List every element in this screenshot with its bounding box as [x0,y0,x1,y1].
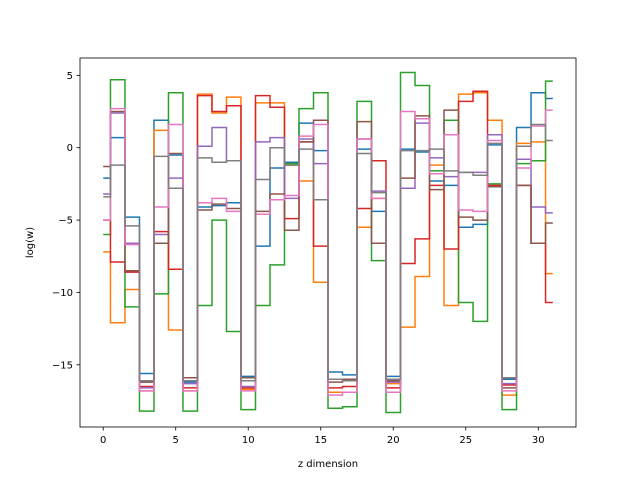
x-tick-label: 30 [532,435,545,446]
y-tick-label: −5 [58,216,73,227]
x-tick-label: 10 [242,435,255,446]
x-tick-label: 20 [387,435,400,446]
series-layer [103,71,553,414]
series-line-8 [103,123,553,382]
y-tick-label: 5 [67,71,73,82]
x-axis-label: z dimension [298,459,358,470]
x-axis: 0 5 10 15 20 25 30 [100,427,545,446]
y-axis-label: log(w) [25,227,36,258]
x-tick-label: 0 [100,435,106,446]
x-tick-label: 5 [173,435,179,446]
y-tick-label: −15 [52,360,73,371]
series-line-5 [103,112,553,389]
y-axis: −15 −10 −5 0 5 [52,71,80,371]
x-tick-label: 15 [314,435,327,446]
y-tick-label: −10 [52,288,73,299]
x-tick-label: 25 [459,435,472,446]
y-tick-label: 0 [67,143,73,154]
plot-frame [79,57,577,428]
